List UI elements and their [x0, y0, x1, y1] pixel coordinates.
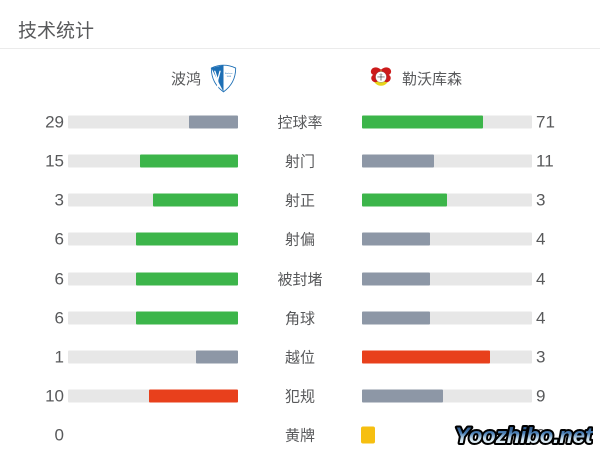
svg-text:Bochum: Bochum [225, 73, 233, 75]
svg-text:Yoozhibo.net: Yoozhibo.net [455, 423, 593, 448]
